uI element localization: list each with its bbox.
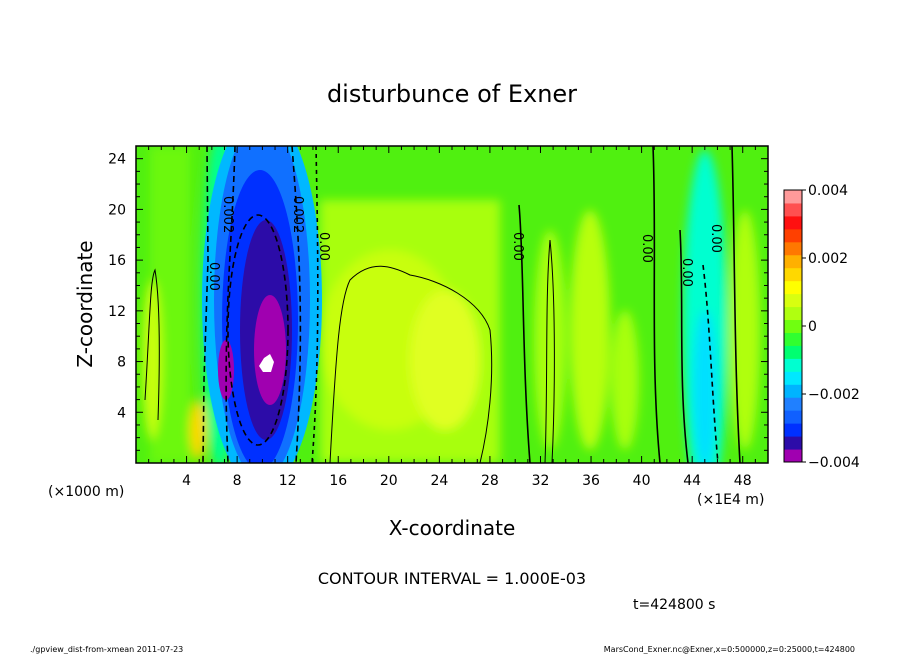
x-tick-label: 4 xyxy=(182,473,191,489)
x-tick-label: 36 xyxy=(582,473,600,489)
colorbar-swatch xyxy=(784,319,802,333)
y-tick-label: 20 xyxy=(108,202,126,218)
x-tick-label: 8 xyxy=(233,473,242,489)
time-label: t=424800 s xyxy=(633,597,715,613)
colorbar-swatch xyxy=(784,228,802,243)
colorbar-swatch xyxy=(784,423,802,437)
colorbar-label: −0.002 xyxy=(808,387,860,403)
colorbar-swatch xyxy=(784,410,802,424)
footer-right: MarsCond_Exner.nc@Exner,x=0:500000,z=0:2… xyxy=(604,645,855,654)
plot-area: 0.00 0.002 0.002 0.00 0.00 0.00 0.00 0.0… xyxy=(136,146,768,463)
colorbar-swatch xyxy=(784,306,802,321)
x-unit-left: (×1000 m) xyxy=(48,484,124,500)
contour-label: 0.00 xyxy=(639,234,654,263)
contour-label: 0.002 xyxy=(290,196,305,233)
colorbar-swatch xyxy=(784,254,802,269)
colorbar-swatch xyxy=(784,202,802,217)
contour-label: 0.00 xyxy=(206,262,221,291)
x-axis: 4 8 12 16 20 24 28 32 36 40 44 48 xyxy=(148,146,756,489)
colorbar-swatch xyxy=(784,215,802,230)
colorbar-swatch xyxy=(784,384,802,398)
colorbar: 0.004 0.002 0 −0.002 −0.004 xyxy=(783,183,860,471)
contour-interval: CONTOUR INTERVAL = 1.000E-03 xyxy=(318,569,586,588)
colorbar-swatch xyxy=(784,293,802,308)
colorbar-swatch xyxy=(784,449,802,463)
x-tick-label: 32 xyxy=(532,473,550,489)
x-tick-label: 48 xyxy=(734,473,752,489)
x-axis-label: X-coordinate xyxy=(389,516,516,540)
x-tick-label: 16 xyxy=(329,473,347,489)
contour-label: 0.00 xyxy=(316,232,331,261)
colorbar-swatch xyxy=(784,371,802,385)
x-unit-right: (×1E4 m) xyxy=(697,492,764,508)
y-tick-label: 24 xyxy=(108,152,126,168)
colorbar-swatch xyxy=(784,397,802,411)
colorbar-label: 0 xyxy=(808,319,817,335)
colorbar-swatch xyxy=(784,190,802,204)
y-tick-label: 8 xyxy=(117,355,126,371)
colorbar-swatch xyxy=(784,267,802,282)
y-tick-label: 4 xyxy=(117,405,126,421)
colorbar-label: 0.002 xyxy=(808,251,848,267)
contour-label: 0.002 xyxy=(220,196,235,233)
colorbar-swatch xyxy=(784,241,802,256)
chart-title: disturbunce of Exner xyxy=(327,80,577,108)
colorbar-swatch xyxy=(784,332,802,346)
x-tick-label: 24 xyxy=(430,473,448,489)
x-tick-label: 44 xyxy=(683,473,701,489)
x-tick-label: 20 xyxy=(380,473,398,489)
x-tick-label: 28 xyxy=(481,473,499,489)
colorbar-label: −0.004 xyxy=(808,455,860,471)
colorbar-swatch xyxy=(784,280,802,295)
contour-label: 0.00 xyxy=(510,232,525,261)
y-axis-label: Z-coordinate xyxy=(73,240,97,367)
y-axis: 4 8 12 16 20 24 xyxy=(108,152,768,451)
colorbar-swatch xyxy=(784,436,802,450)
y-tick-label: 16 xyxy=(108,253,126,269)
colorbar-swatch xyxy=(784,345,802,359)
colorbar-swatch xyxy=(784,358,802,372)
x-tick-label: 12 xyxy=(279,473,297,489)
y-tick-label: 12 xyxy=(108,304,126,320)
colorbar-label: 0.004 xyxy=(808,183,848,199)
contour-label: 0.00 xyxy=(679,258,694,287)
footer-left: ./gpview_dist-from-xmean 2011-07-23 xyxy=(30,645,183,654)
x-tick-label: 40 xyxy=(633,473,651,489)
contour-label: 0.00 xyxy=(708,224,723,253)
